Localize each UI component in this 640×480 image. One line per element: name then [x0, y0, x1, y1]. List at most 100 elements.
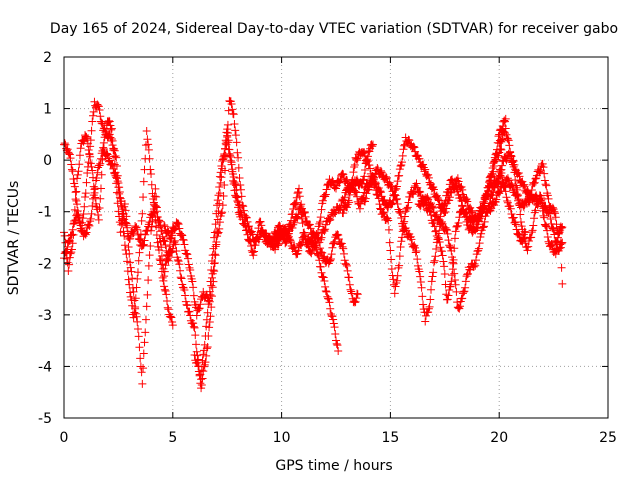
data-point: [541, 180, 550, 189]
data-point: [511, 176, 520, 185]
data-point: [320, 277, 329, 286]
data-point: [416, 188, 425, 197]
data-point: [387, 265, 396, 274]
data-point: [395, 252, 404, 261]
data-point: [223, 132, 232, 141]
data-point: [411, 248, 420, 257]
data-point: [191, 331, 200, 340]
data-point: [242, 225, 251, 234]
data-point: [168, 317, 177, 326]
data-point: [290, 199, 299, 208]
data-point: [331, 329, 340, 338]
data-point: [361, 194, 370, 203]
data-point: [537, 199, 546, 208]
data-point: [143, 135, 152, 144]
data-point: [463, 197, 472, 206]
data-point: [506, 147, 515, 156]
data-point: [516, 210, 525, 219]
data-point: [110, 144, 119, 153]
data-point: [114, 207, 123, 216]
data-point: [208, 269, 217, 278]
data-point: [80, 202, 89, 211]
data-point: [161, 287, 170, 296]
y-tick-label: -3: [38, 308, 52, 324]
data-point: [548, 223, 557, 232]
data-point: [82, 178, 91, 187]
data-point: [164, 305, 173, 314]
data-point: [67, 245, 76, 254]
y-tick-label: 2: [43, 50, 52, 66]
data-point: [94, 102, 103, 111]
data-point: [139, 193, 148, 202]
data-point: [172, 246, 181, 255]
data-point: [197, 375, 206, 384]
data-point: [136, 354, 145, 363]
x-tick-label: 5: [168, 430, 177, 446]
data-point: [429, 258, 438, 267]
data-point: [118, 214, 127, 223]
data-point: [541, 221, 550, 230]
data-point: [454, 218, 463, 227]
data-point: [445, 242, 454, 251]
data-point: [215, 172, 224, 181]
data-point: [94, 211, 103, 220]
data-point: [461, 277, 470, 286]
data-point: [202, 322, 211, 331]
data-point: [65, 236, 74, 245]
data-point: [429, 185, 438, 194]
data-point: [175, 224, 184, 233]
data-point: [530, 179, 539, 188]
data-point: [99, 144, 108, 153]
data-point: [180, 285, 189, 294]
data-point: [317, 268, 326, 277]
data-point: [166, 312, 175, 321]
data-point: [419, 300, 428, 309]
data-point: [415, 267, 424, 276]
data-point: [69, 175, 78, 184]
data-point: [418, 292, 427, 301]
data-point: [372, 190, 381, 199]
data-point: [427, 285, 436, 294]
data-point: [124, 275, 133, 284]
data-point: [439, 257, 448, 266]
data-point: [340, 193, 349, 202]
data-point: [440, 262, 449, 271]
data-point: [198, 356, 207, 365]
data-point: [274, 233, 283, 242]
data-point: [316, 217, 325, 226]
data-point: [324, 294, 333, 303]
data-point: [207, 273, 216, 282]
data-point: [473, 212, 482, 221]
data-point: [429, 218, 438, 227]
data-point: [347, 181, 356, 190]
data-point: [228, 165, 237, 174]
data-point: [443, 229, 452, 238]
data-point: [361, 166, 370, 175]
data-point: [241, 221, 250, 230]
data-point: [152, 192, 161, 201]
data-point: [140, 236, 149, 245]
data-point: [123, 223, 132, 232]
data-point: [365, 183, 374, 192]
data-point: [399, 145, 408, 154]
data-point: [555, 244, 564, 253]
data-point: [459, 287, 468, 296]
x-tick-label: 20: [490, 430, 508, 446]
data-point: [290, 218, 299, 227]
data-point: [153, 213, 162, 222]
data-point: [519, 180, 528, 189]
data-point: [322, 185, 331, 194]
data-point: [231, 179, 240, 188]
data-point: [281, 226, 290, 235]
data-point: [384, 225, 393, 234]
data-point: [370, 173, 379, 182]
data-point: [289, 204, 298, 213]
data-point: [506, 204, 515, 213]
data-point: [252, 233, 261, 242]
data-point: [115, 193, 124, 202]
data-point: [510, 168, 519, 177]
data-point: [216, 178, 225, 187]
data-point: [325, 257, 334, 266]
data-point: [349, 168, 358, 177]
data-point: [96, 154, 105, 163]
